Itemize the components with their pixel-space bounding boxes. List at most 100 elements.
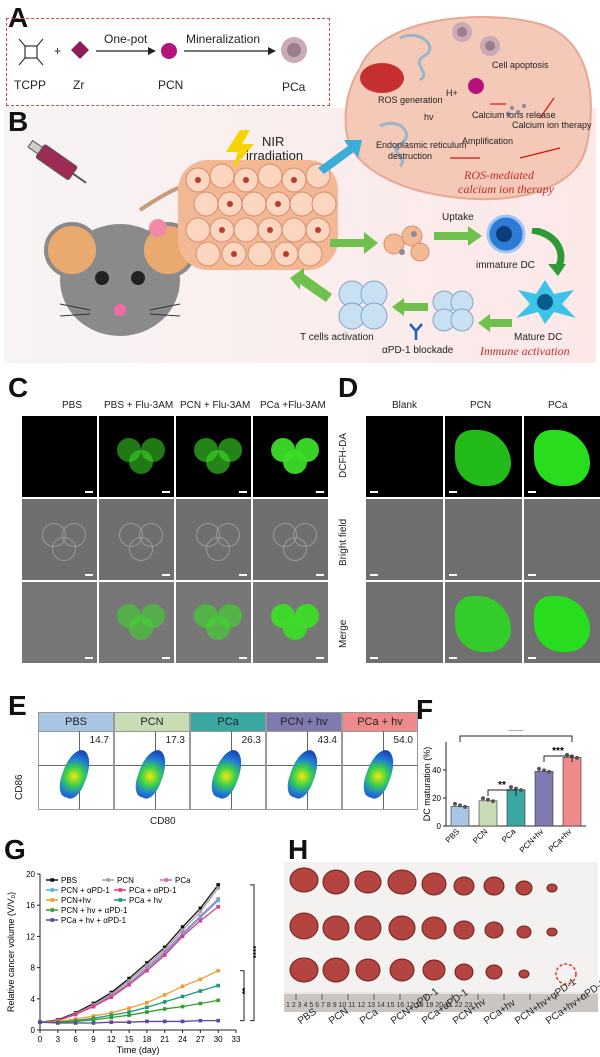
- g-point-6: [180, 994, 185, 999]
- g-x-tick-label: 9: [91, 1035, 96, 1044]
- flow-density-blob: [55, 746, 95, 802]
- g-legend-marker-3: [50, 888, 55, 892]
- panel-c-col-2: PCN + Flu-3AM: [180, 400, 251, 411]
- flow-header-divider: [343, 731, 417, 732]
- f-data-point: [481, 796, 485, 801]
- g-x-tick-label: 24: [178, 1035, 187, 1044]
- panel-d-image-r0-c1: [445, 416, 522, 497]
- f-data-point: [486, 797, 490, 802]
- f-data-point: [458, 803, 462, 808]
- panel-c-image-r1-c3: [253, 499, 328, 580]
- panel-d-col-2: PCa: [548, 400, 568, 411]
- scale-bar: [162, 491, 170, 493]
- g-point-8: [73, 1021, 78, 1025]
- scale-bar: [239, 491, 247, 493]
- mature-dc-icon: [516, 280, 576, 324]
- tcells-activation-label: T cells activation: [300, 332, 374, 343]
- tumor-debris-icon: [383, 225, 430, 262]
- panel-d-row-0: DCFH-DA: [338, 433, 349, 478]
- panel-c-col-1: PBS + Flu-3AM: [104, 400, 174, 411]
- g-y-tick-label: 20: [26, 870, 35, 879]
- f-y-tick-label: 20: [432, 794, 441, 803]
- g-x-tick-label: 6: [73, 1035, 78, 1044]
- g-point-0: [216, 883, 220, 887]
- g-point-8: [91, 1021, 96, 1025]
- f-data-point: [463, 804, 467, 809]
- panel-c-image-r2-c2: [176, 582, 251, 663]
- panel-label-f: F: [416, 694, 434, 725]
- panel-d-image-r0-c0: [366, 416, 443, 497]
- scale-bar: [528, 657, 536, 659]
- panel-d-row-2: Merge: [338, 619, 349, 648]
- flow-plot-title-4: PCa + hv: [343, 713, 417, 731]
- immune-activation-label: Immune activation: [480, 344, 570, 358]
- g-significance-label: ****: [252, 945, 261, 958]
- fluorescent-cell: [141, 604, 165, 628]
- fluorescent-cell: [295, 438, 319, 462]
- mature-dc-label: Mature DC: [514, 332, 563, 343]
- g-point-6: [127, 1010, 131, 1014]
- flow-plot-title-0: PBS: [39, 713, 113, 731]
- pcn-label: PCN: [158, 78, 184, 92]
- arrow-to-debris: [330, 232, 378, 254]
- panel-c-image-r2-c3: [253, 582, 328, 663]
- g-point-1: [127, 979, 131, 983]
- scale-bar: [370, 574, 378, 576]
- lightning-icon: [226, 130, 254, 170]
- arrow-tcells-left: [392, 298, 428, 316]
- g-point-1: [216, 886, 220, 890]
- g-legend-marker-2: [164, 878, 169, 882]
- scale-bar: [449, 657, 457, 659]
- panel-c-image-r0-c2: [176, 416, 251, 497]
- g-significance-bracket: [250, 884, 255, 1022]
- fluorescent-region: [534, 430, 590, 486]
- fluorescent-cell: [218, 438, 242, 462]
- f-x-label-1: PCN: [471, 827, 489, 845]
- g-point-3: [216, 898, 220, 903]
- g-y-axis-label: Relative cancer volume (V/V₀): [6, 892, 16, 1012]
- g-point-3: [198, 915, 203, 920]
- zr-label: Zr: [73, 78, 85, 92]
- panel-label-d: D: [338, 372, 359, 403]
- g-point-5: [198, 977, 203, 982]
- f-data-point: [509, 785, 513, 790]
- panel-label-g: G: [4, 834, 26, 865]
- g-significance-label: **: [241, 987, 250, 994]
- flow-header-divider: [39, 731, 113, 732]
- f-data-point: [542, 768, 546, 773]
- f-significance-label: ***: [552, 746, 564, 757]
- f-bar-PBS: [450, 806, 470, 827]
- f-bar-PCN: [478, 800, 498, 827]
- g-point-7: [127, 1013, 131, 1017]
- g-x-tick-label: 21: [160, 1035, 169, 1044]
- panel-d-image-r1-c2: [524, 499, 600, 580]
- g-point-4: [127, 982, 131, 987]
- fluorescent-cell: [218, 604, 242, 628]
- f-bar-PCa+hv: [562, 757, 582, 827]
- g-point-8: [216, 1018, 220, 1023]
- antibody-icon: [409, 323, 423, 340]
- g-point-5: [109, 1011, 114, 1015]
- g-point-4: [73, 1012, 78, 1017]
- g-legend-label-8: PCa + hv + αPD-1: [61, 916, 127, 925]
- fluorescent-region: [455, 430, 511, 486]
- f-x-label-3: PCN+hv: [518, 827, 546, 854]
- arrow-back-to-tumor: [290, 268, 332, 302]
- panel-c-image-r1-c0: [22, 499, 97, 580]
- g-x-tick-label: 18: [142, 1035, 151, 1044]
- irradiation-label: irradiation: [246, 148, 304, 163]
- panel-c-col-3: PCa +Flu-3AM: [260, 400, 326, 411]
- fluorescent-region: [455, 596, 511, 652]
- hv-label: hv: [424, 112, 434, 122]
- uptake-label: Uptake: [442, 212, 474, 223]
- arrow-to-cell-mechanism: [318, 140, 362, 174]
- scale-bar: [449, 574, 457, 576]
- g-legend-marker-0: [50, 878, 55, 882]
- g-point-4: [109, 995, 114, 1000]
- g-point-4: [216, 904, 220, 909]
- g-point-8: [180, 1019, 185, 1024]
- arrow-one-pot: [96, 47, 156, 55]
- pca-particle-icon: [281, 37, 307, 63]
- calcium-therapy-label: Calcium ion therapy: [512, 120, 592, 130]
- flow-header-divider: [115, 731, 189, 732]
